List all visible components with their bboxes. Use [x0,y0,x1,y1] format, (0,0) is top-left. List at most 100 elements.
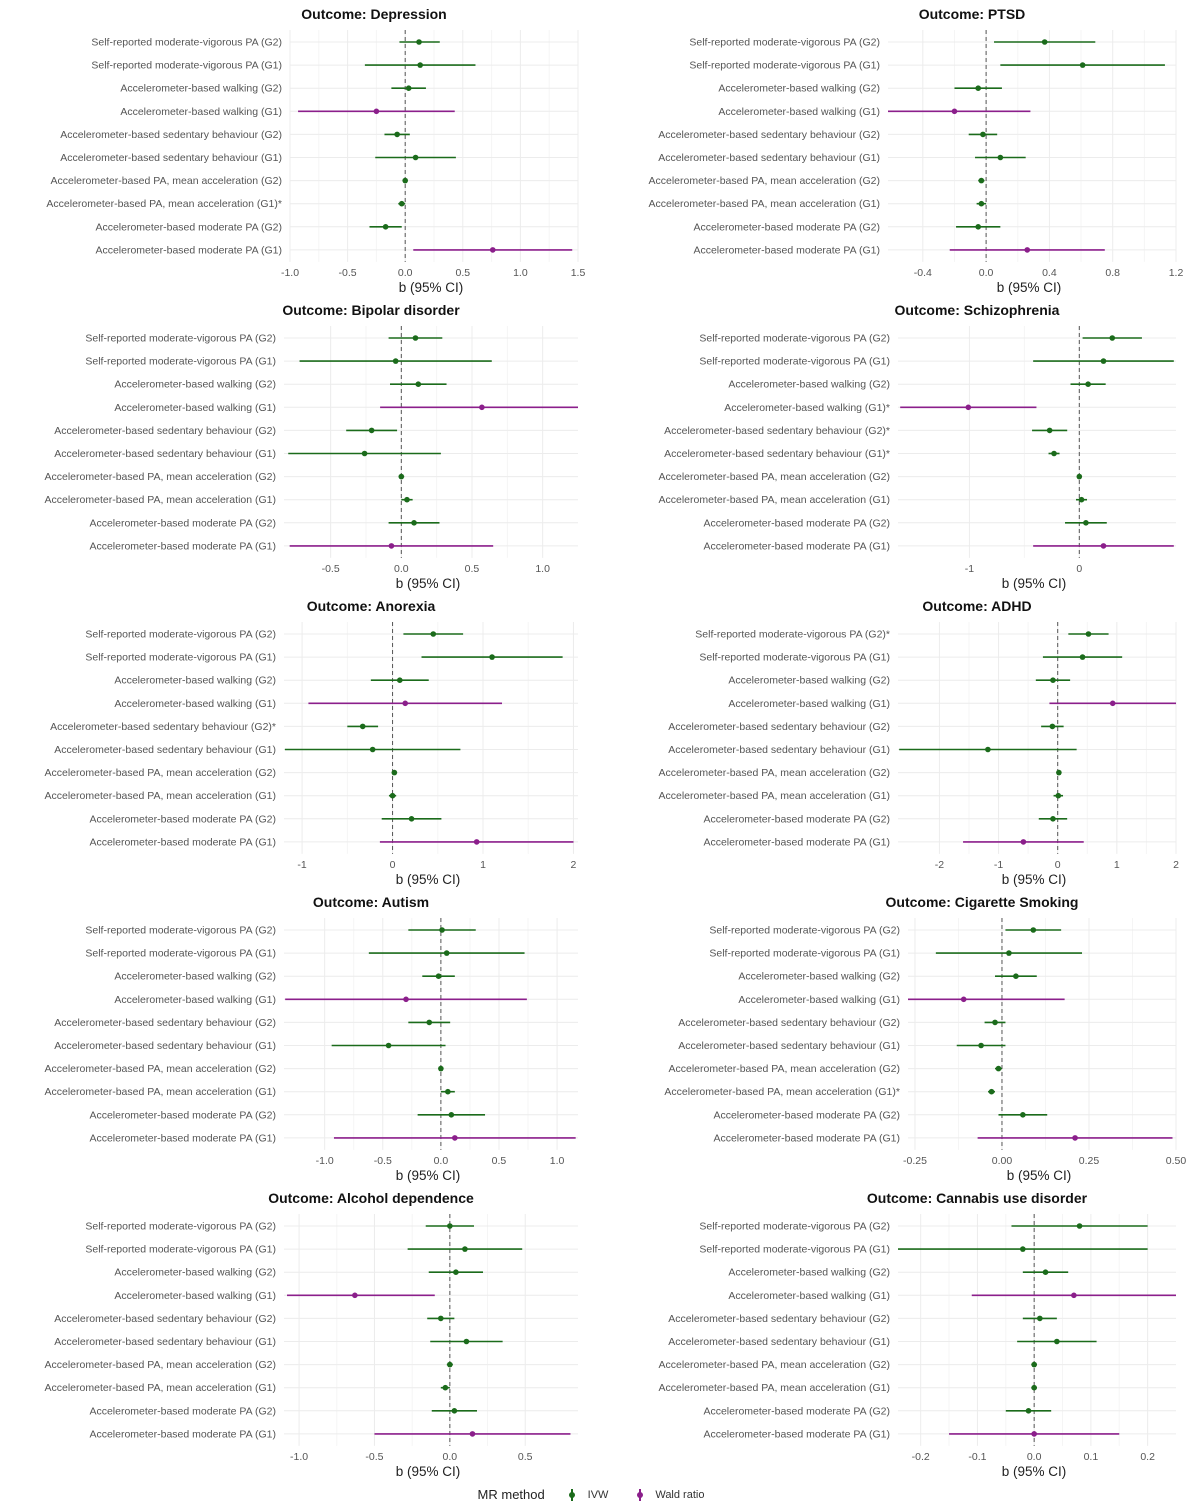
point-estimate [988,1088,995,1095]
x-tick-label: 2 [571,859,577,871]
row-label: Accelerometer-based sedentary behaviour … [664,425,890,437]
row-label: Accelerometer-based PA, mean acceleratio… [45,1382,277,1394]
row-label: Self-reported moderate-vigorous PA (G2) [699,333,890,345]
point-estimate [1078,496,1085,503]
panel-title: Outcome: Depression [301,6,446,22]
row-label: Self-reported moderate-vigorous PA (G2) [689,37,880,49]
point-estimate [975,85,981,91]
row-label: Accelerometer-based PA, mean acceleratio… [664,1086,900,1098]
point-estimate [352,1292,358,1299]
panel-outcome-depression: Outcome: Depression -1.0 -0.5 0.0 0.5 1.0 1.5 S… [0,0,598,296]
row-label: Accelerometer-based walking (G1) [114,698,276,710]
panel-title: Outcome: Cannabis use disorder [867,1190,1088,1206]
point-estimate [1100,358,1107,364]
panel-title: Outcome: Alcohol dependence [268,1190,474,1206]
row-label: Self-reported moderate-vigorous PA (G1) [85,652,276,664]
x-tick-label: -0.5 [322,563,340,575]
row-label: Accelerometer-based moderate PA (G1) [703,1428,890,1440]
row-label: Accelerometer-based sedentary behaviour … [678,1040,900,1052]
row-label: Accelerometer-based sedentary behaviour … [668,1336,890,1348]
x-tick-label: 0.00 [992,1155,1013,1167]
panel-title: Outcome: Schizophrenia [895,302,1060,318]
panel-title: Outcome: Bipolar disorder [282,302,460,318]
point-estimate [1031,1361,1037,1368]
row-label: Accelerometer-based sedentary behaviour … [54,448,276,460]
point-estimate [388,543,395,549]
point-estimate [1020,1246,1026,1252]
x-tick-label: 1.0 [513,267,528,279]
point-estimate [1020,1112,1026,1118]
panel-title: Outcome: ADHD [922,598,1031,614]
point-estimate [415,381,422,387]
x-tick-label: -0.25 [903,1155,927,1167]
point-estimate [392,358,399,364]
row-label: Accelerometer-based sedentary behaviour … [60,129,282,141]
row-label: Accelerometer-based moderate PA (G2) [95,221,282,233]
point-estimate [394,131,400,138]
row-label: Accelerometer-based moderate PA (G1) [693,244,880,256]
row-label: Accelerometer-based PA, mean acceleratio… [45,1359,277,1371]
row-label: Accelerometer-based sedentary behaviour … [54,1336,276,1348]
row-label: Accelerometer-based sedentary behaviour … [50,721,276,733]
point-estimate [462,1246,468,1252]
point-estimate [965,404,972,411]
row-label: Accelerometer-based PA, mean acceleratio… [669,1063,901,1075]
panel-outcome-alcohol-dependence: Outcome: Alcohol dependence -1.0 -0.5 0.0 0.… [0,1184,598,1480]
point-estimate [452,1135,458,1141]
point-estimate [997,154,1004,161]
point-estimate [1006,950,1012,956]
row-label: Accelerometer-based walking (G2) [728,675,890,687]
x-tick-label: 1.0 [550,1155,565,1167]
point-estimate [411,520,417,526]
point-estimate [438,1315,444,1322]
x-axis-label: b (95% CI) [396,872,461,887]
panel-title: Outcome: Cigarette Smoking [886,894,1079,910]
point-estimate [412,335,419,341]
legend-label-wald-ratio: Wald ratio [655,1488,705,1501]
x-tick-label: 0.5 [465,563,480,575]
panel-outcome-bipolar-disorder: Outcome: Bipolar disorder -0.5 0.0 0.5 1.0 Se… [0,296,598,592]
row-label: Accelerometer-based PA, mean acceleratio… [649,175,881,187]
point-estimate [412,154,419,161]
point-estimate [1031,1431,1037,1437]
row-label: Accelerometer-based sedentary behaviour … [668,1313,890,1325]
row-label: Accelerometer-based walking (G1) [114,1290,276,1302]
row-label: Accelerometer-based moderate PA (G2) [703,813,890,825]
row-label: Self-reported moderate-vigorous PA (G2) [85,925,276,937]
point-estimate [995,1065,1002,1072]
row-label: Self-reported moderate-vigorous PA (G2) [85,629,276,641]
point-estimate [1020,839,1027,845]
point-estimate [1051,450,1057,457]
panel-title: Outcome: PTSD [919,6,1026,22]
x-tick-label: -0.1 [968,1451,986,1463]
row-label: Accelerometer-based sedentary behaviour … [668,744,890,756]
point-estimate [1024,247,1031,253]
point-estimate [361,450,368,457]
point-estimate [1049,723,1056,730]
forest-plot-svg: Outcome: Alcohol dependence -1.0 -0.5 0.0 0.… [45,1190,578,1479]
x-axis-label: b (95% CI) [1002,576,1067,591]
x-tick-label: 0.0 [434,1155,449,1167]
point-estimate [368,427,375,434]
point-estimate [978,200,985,207]
panel-title: Outcome: Autism [313,894,429,910]
x-tick-label: 0 [390,859,396,871]
point-estimate [978,1042,984,1049]
panel-outcome-autism: Outcome: Autism -1.0 -0.5 0.0 0.5 1.0 Self-rep… [0,888,598,1184]
row-label: Accelerometer-based PA, mean acceleratio… [46,198,282,210]
row-label: Accelerometer-based sedentary behaviour … [54,744,276,756]
row-label: Self-reported moderate-vigorous PA (G2) [85,333,276,345]
row-label: Accelerometer-based walking (G2) [738,971,900,983]
point-estimate [404,496,410,503]
point-estimate [1054,1338,1060,1345]
x-tick-label: 0.1 [1084,1451,1099,1463]
x-axis-label: b (95% CI) [396,1168,461,1183]
x-tick-label: 0 [1055,859,1061,871]
point-estimate [430,631,437,637]
point-estimate [980,131,986,138]
row-label: Accelerometer-based PA, mean acceleratio… [659,1359,891,1371]
point-estimate [447,1223,453,1229]
point-estimate [403,996,409,1003]
row-label: Accelerometer-based moderate PA (G1) [89,1132,276,1144]
